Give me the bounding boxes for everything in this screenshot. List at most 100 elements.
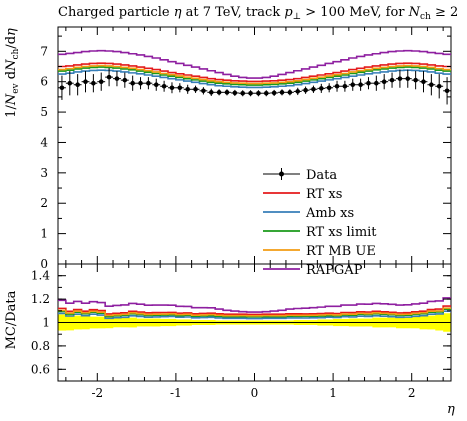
data-point (340, 80, 349, 92)
data-marker (374, 80, 379, 86)
data-marker (169, 85, 175, 91)
chart-title: Charged particle η at 7 TeV, track p⊥ > … (58, 5, 458, 22)
legend-item: RAPGAP (263, 263, 363, 278)
data-point (160, 80, 169, 92)
data-point (215, 89, 224, 96)
data-marker (75, 82, 80, 88)
legend-item: RT MB UE (263, 244, 376, 259)
data-marker (91, 80, 96, 86)
ratio-tick-label: 0.6 (31, 362, 50, 376)
legend-label: RT xs (306, 187, 342, 202)
y-tick-label: 4 (40, 135, 48, 149)
data-marker (311, 86, 316, 92)
data-point (89, 74, 98, 93)
data-point (144, 77, 153, 90)
data-point (270, 89, 279, 96)
series-ratio-line (58, 297, 451, 313)
data-marker (326, 85, 332, 91)
data-marker (295, 89, 301, 94)
data-marker (444, 88, 450, 94)
data-marker (161, 83, 167, 89)
series-line (58, 66, 451, 86)
data-marker (287, 90, 293, 95)
x-tick-label: -1 (170, 386, 182, 400)
data-point (395, 69, 404, 88)
x-tick-label: 2 (408, 386, 416, 400)
data-point (58, 75, 66, 100)
data-point (238, 90, 247, 97)
ratio-tick-label: 1 (42, 316, 50, 330)
data-marker (138, 80, 143, 86)
data-points-layer (58, 68, 451, 105)
data-marker (319, 86, 324, 91)
data-point (223, 89, 231, 96)
data-point (199, 87, 208, 95)
data-marker (122, 77, 128, 83)
data-marker (405, 76, 411, 81)
ratio-y-ticks: 0.6 0.8 1 1.2 1.4 (31, 263, 451, 382)
data-marker (146, 80, 151, 86)
main-series-layer (58, 49, 451, 89)
data-marker (303, 87, 308, 93)
y-axis-label: 1/Nev dNch/dη (4, 28, 21, 118)
data-point (81, 71, 90, 93)
data-marker (350, 82, 356, 88)
data-point (120, 72, 129, 88)
ratio-series-layer (58, 297, 451, 320)
data-marker (106, 74, 112, 80)
data-point (97, 72, 106, 91)
data-marker (421, 79, 426, 84)
data-point (246, 90, 255, 97)
legend-label: RT MB UE (306, 244, 376, 259)
main-y-ticks: 0 1 2 3 4 5 6 7 (40, 35, 451, 271)
data-point (113, 71, 121, 87)
data-marker (271, 90, 277, 96)
data-point (325, 83, 334, 93)
data-point (293, 87, 302, 96)
data-marker (153, 82, 159, 88)
data-marker (279, 90, 285, 95)
ratio-tick-label: 1.4 (31, 269, 50, 283)
data-marker (67, 80, 73, 86)
legend-label: RAPGAP (306, 263, 363, 278)
data-point (191, 85, 200, 93)
data-point (73, 74, 82, 96)
data-point (128, 75, 137, 91)
data-marker (83, 79, 88, 84)
legend: Data RT xs Amb xs RT xs limit RT MB UE RAPGAP (263, 168, 377, 278)
data-marker (185, 86, 190, 92)
y-tick-label: 5 (40, 105, 48, 119)
data-point (364, 77, 373, 90)
data-marker (397, 76, 403, 81)
data-point (65, 71, 74, 96)
series-ratio-line (58, 307, 451, 317)
data-point (230, 89, 239, 96)
data-point (254, 90, 263, 97)
legend-marker (279, 171, 284, 177)
data-marker (389, 77, 395, 83)
y-tick-label: 7 (40, 44, 48, 58)
series-ratio-line (58, 308, 451, 318)
data-point (285, 89, 294, 96)
series-line (58, 62, 451, 83)
legend-label: RT xs limit (306, 225, 377, 240)
data-marker (366, 80, 371, 86)
data-point (168, 82, 176, 94)
ratio-tick-label: 1.2 (31, 292, 50, 306)
data-point (333, 80, 341, 92)
data-marker (59, 85, 65, 91)
legend-item: Data (263, 168, 337, 183)
ratio-y-axis-label: MC/Data (4, 290, 19, 349)
data-marker (334, 83, 340, 89)
legend-item: Amb xs (263, 206, 354, 221)
ratio-tick-label: 0.8 (31, 339, 50, 353)
data-point (380, 74, 389, 90)
y-tick-label: 6 (40, 75, 48, 89)
data-marker (130, 80, 135, 86)
legend-label: Data (306, 168, 337, 183)
data-marker (216, 90, 222, 95)
data-point (301, 86, 310, 94)
data-point (136, 77, 145, 90)
main-plot-frame (57, 26, 452, 265)
